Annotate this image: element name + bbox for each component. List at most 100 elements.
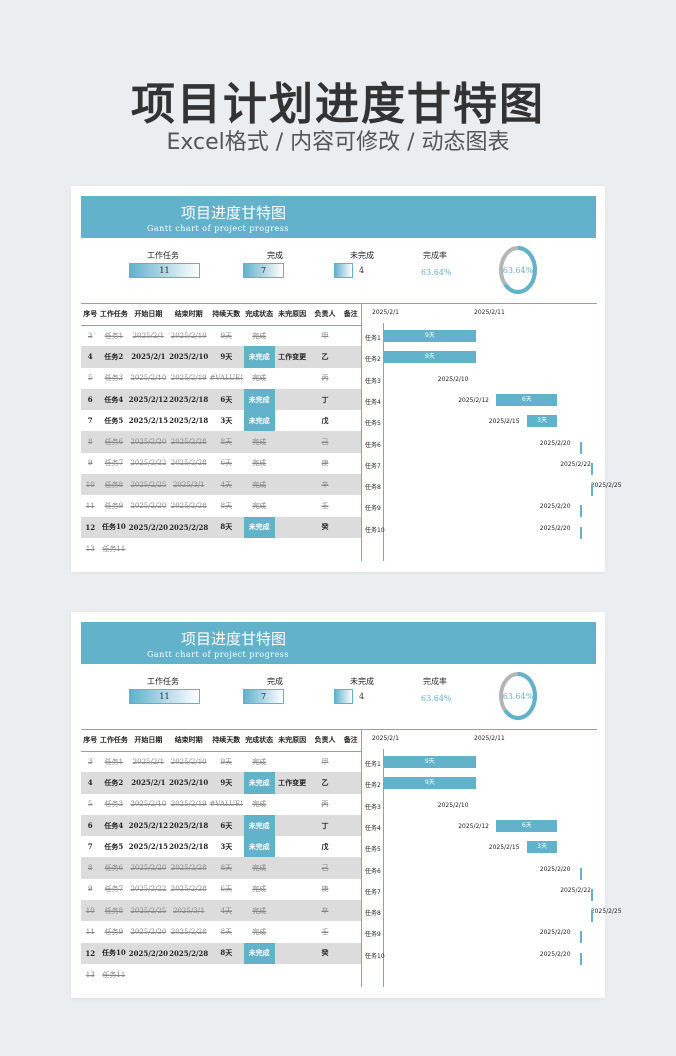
- cell-task: 任务1: [104, 331, 124, 340]
- cell-owner: [310, 964, 341, 985]
- page-title: 项目计划进度甘特图: [131, 79, 545, 130]
- cell-task: 任务6: [99, 857, 129, 879]
- gantt-start-date: 2025/2/15: [488, 844, 520, 852]
- cell-status: 完成: [243, 900, 275, 922]
- cell-no: 7: [87, 842, 93, 852]
- cell-status: 完成: [252, 459, 267, 468]
- gantt-task-label: 任务5: [365, 846, 381, 854]
- table-row: 11 任务9 2025/2/20 2025/2/28 8天 完成 壬: [81, 921, 361, 942]
- column-header: 开始日期: [128, 304, 169, 326]
- cell-reason: [274, 942, 310, 964]
- table-top-rule: [81, 303, 597, 304]
- cell-task: 任务3: [104, 800, 124, 809]
- cell-task: 任务10: [99, 942, 129, 964]
- completion-rate-value: 63.64%: [421, 268, 452, 277]
- column-header: 未完原因: [274, 304, 310, 326]
- gantt-start-date: 2025/2/22: [560, 886, 591, 894]
- column-header: 负责人: [309, 304, 341, 326]
- cell-reason: [275, 836, 310, 857]
- gantt-start-date: 2025/2/25: [590, 482, 622, 490]
- cell-days: [209, 538, 244, 559]
- cell-status: 未完成: [243, 388, 275, 411]
- cell-days: 6天: [208, 388, 244, 411]
- table-row: 10 任务8 2025/2/25 2025/3/1 4天 完成 辛: [81, 474, 361, 496]
- cell-task: 任务10: [99, 516, 129, 538]
- table-row: 5 任务3 2025/2/10 2025/2/19 #VALUE! 完成 丙: [81, 794, 361, 815]
- cell-end: 2025/2/18: [169, 842, 209, 852]
- gantt-axis-label-mid: 2025/2/11: [474, 735, 505, 742]
- kpi-undone-bar: [334, 263, 353, 278]
- kpi-total-value: 11: [129, 689, 200, 704]
- donut-progress-arc: [503, 246, 537, 294]
- cell-reason: [274, 516, 310, 538]
- cell-no: 5: [88, 374, 93, 383]
- gantt-axis-line: [383, 323, 384, 561]
- cell-days: 8天: [208, 942, 244, 964]
- cell-owner: [310, 538, 341, 559]
- cell-end: 2025/2/18: [168, 388, 209, 411]
- cell-owner: 癸: [309, 942, 341, 964]
- cell-status: 完成: [252, 331, 267, 340]
- cell-note: [340, 538, 361, 559]
- table-row: 3 任务1 2025/2/1 2025/2/10 9天 完成 甲: [81, 751, 361, 772]
- cell-no: 3: [88, 757, 93, 766]
- cell-status: 未完成: [243, 516, 275, 538]
- gantt-task-label: 任务9: [365, 505, 381, 513]
- column-header: 开始日期: [128, 730, 169, 752]
- cell-task: 任务5: [104, 841, 124, 851]
- cell-note: [340, 495, 361, 516]
- gantt-start-date: 2025/2/20: [539, 950, 571, 958]
- table-row: 12 任务10 2025/2/20 2025/2/28 8天 未完成 癸: [81, 516, 361, 538]
- cell-status: 未完成: [243, 836, 275, 858]
- gantt-bar-stub: [579, 952, 582, 965]
- gantt-task-label: 任务6: [365, 441, 381, 449]
- table-row: 4 任务2 2025/2/1 2025/2/10 9天 未完成 工作变更乙: [81, 346, 361, 368]
- gantt-start-date: 2025/2/22: [560, 460, 591, 468]
- column-header: 结束时期: [168, 730, 209, 752]
- page-subtitle: Excel格式 / 内容可修改 / 动态图表: [166, 130, 510, 155]
- cell-end: [169, 538, 209, 559]
- cell-note: [340, 857, 361, 879]
- gantt-start-date: 2025/2/20: [539, 439, 571, 447]
- cell-reason: [275, 325, 310, 346]
- gantt-start-date: 2025/2/12: [458, 396, 489, 404]
- cell-task: 任务7: [104, 459, 124, 468]
- gantt-left-border: [361, 303, 362, 561]
- cell-start: 2025/2/10: [130, 800, 167, 809]
- kpi-undone-label: 未完成: [350, 251, 374, 260]
- cell-task: 任务6: [99, 431, 129, 453]
- kpi-total-label: 工作任务: [147, 251, 179, 260]
- cell-start: 2025/2/20: [130, 928, 167, 937]
- cell-task: 任务9: [104, 502, 124, 511]
- gantt-start-date: 2025/2/20: [539, 929, 571, 937]
- cell-no: 9: [88, 459, 93, 468]
- cell-end: 2025/2/28: [168, 942, 209, 964]
- sheet-title: 项目进度甘特图: [181, 204, 287, 222]
- cell-no: 11: [85, 928, 95, 937]
- kpi-done-value: 7: [243, 263, 284, 278]
- cell-owner: 乙: [309, 772, 341, 794]
- gantt-chart: 2025/2/1 2025/2/11 任务1 9天 任务2 9天 任务3 2025/2/1…: [361, 303, 622, 571]
- gantt-task-label: 任务7: [365, 888, 381, 896]
- cell-note: [340, 751, 361, 772]
- cell-end: 2025/2/28: [168, 516, 209, 538]
- cell-note: [340, 900, 361, 922]
- cell-status: 完成: [243, 474, 275, 496]
- cell-reason: [274, 388, 310, 411]
- cell-task: 任务5: [104, 415, 124, 425]
- cell-end: 2025/3/1: [168, 474, 209, 496]
- cell-days: 8天: [208, 516, 244, 538]
- cell-owner: 丁: [309, 814, 341, 837]
- column-header: 备注: [340, 304, 361, 326]
- cell-owner: 癸: [309, 516, 341, 538]
- cell-start: 2025/2/10: [130, 374, 167, 383]
- completion-donut: [499, 672, 537, 720]
- cell-owner: 戊: [321, 415, 329, 425]
- cell-task: 任务9: [104, 928, 124, 937]
- cell-days: 6天: [220, 885, 233, 894]
- cell-owner: 己: [309, 431, 341, 453]
- kpi-undone-label: 未完成: [350, 677, 374, 686]
- cell-end: 2025/2/10: [168, 772, 209, 794]
- cell-status: 完成: [252, 928, 267, 937]
- cell-note: [340, 794, 361, 815]
